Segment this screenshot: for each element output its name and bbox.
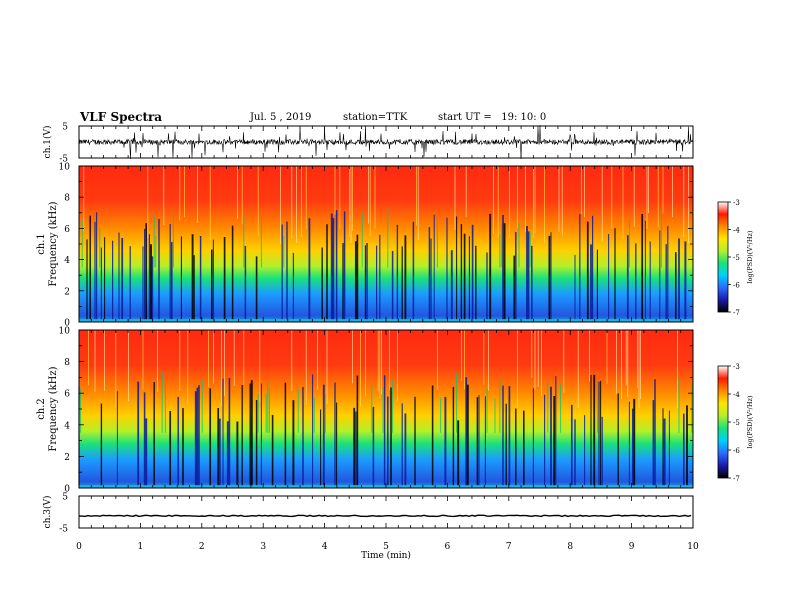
y-tick-label: 2 [64,453,70,463]
colorbar-tick-label: -5 [733,254,740,262]
colorbar-tick-label: -6 [733,447,740,455]
colorbar: -3 -4 -5 -6 -7 log(PSD)(V²/Hz) [717,363,754,483]
y-tick-label: 6 [64,390,70,400]
x-tick-label: 7 [506,542,512,552]
ch1-spectrogram-panel-axes [78,165,694,323]
ch2-spectrogram-panel: 0 2 4 6 8 10 ch.2Frequency (kHz) -3 -4 -5 -6 -7 log(… [36,327,754,495]
colorbar-tick-label: -3 [733,363,740,371]
x-tick-label: 2 [199,542,205,552]
y-tick-label: 4 [64,256,70,266]
colorbar: -3 -4 -5 -6 -7 log(PSD)(V²/Hz) [717,199,754,317]
x-tick-label: 1 [138,542,144,552]
y-tick-label: 8 [64,194,70,204]
x-tick-label: 10 [687,542,699,552]
x-tick-label: 4 [322,542,328,552]
colorbar-scale [717,201,729,313]
colorbar-label: log(PSD)(V²/Hz) [746,395,754,448]
spectrogram-ylabel: ch.2Frequency (kHz) [36,366,59,451]
x-tick-label: 6 [445,542,451,552]
y-tick-label: 4 [64,421,70,431]
y-tick-label: 0 [64,485,70,495]
colorbar-tick-label: -3 [733,199,740,207]
y-tick-label: -5 [59,525,68,535]
time-axis: 0 1 2 3 4 5 6 7 8 9 10 Time (min) [76,542,699,561]
waveform-trace [78,124,694,160]
station-label: station=TTK [343,112,408,123]
colorbar-tick-label: -7 [733,309,740,317]
colorbar-tick-label: -5 [733,419,740,427]
waveform-ylabel: ch.3(V) [42,496,53,529]
x-tick-label: 8 [567,542,573,552]
waveform-trace [79,514,692,518]
y-tick-label: 10 [59,163,71,173]
colorbar-scale [717,365,729,479]
ylabel-line: ch.1 [36,233,47,255]
y-tick-label: -5 [59,155,68,165]
y-tick-label: 5 [62,493,68,503]
colorbar-tick-label: -6 [733,282,740,290]
figure-title: VLF Spectra [80,110,163,124]
ylabel-line: ch.2 [36,398,47,420]
x-axis-label: Time (min) [361,550,411,561]
waveform-ylabel: ch.1(V) [42,126,53,159]
spectrogram-ylabel: ch.1Frequency (kHz) [36,201,59,286]
ylabel-line: Frequency (kHz) [48,201,59,286]
x-tick-label: 5 [383,542,389,552]
start-ut-label: start UT = 19: 10: 0 [438,112,547,123]
date-label: Jul. 5 , 2019 [250,112,312,123]
y-tick-label: 10 [59,327,71,337]
colorbar-label: log(PSD)(V²/Hz) [746,230,754,283]
ch2-spectrogram-panel-axes [78,329,694,489]
y-tick-label: 5 [62,123,68,133]
y-tick-label: 6 [64,225,70,235]
colorbar-tick-label: -4 [733,227,740,235]
ch1-spectrogram-panel: 0 2 4 6 8 10 ch.1Frequency (kHz) -3 -4 -5 -6 -7 log(… [36,163,754,329]
y-tick-label: 0 [64,319,70,329]
y-tick-label: 2 [64,287,70,297]
ylabel-line: Frequency (kHz) [48,366,59,451]
colorbar-tick-label: -7 [733,475,740,483]
x-tick-label: 9 [629,542,635,552]
colorbar-tick-label: -4 [733,391,740,399]
x-tick-label: 3 [260,542,266,552]
ch1-waveform-panel-axes [78,125,694,159]
x-tick-label: 0 [76,542,82,552]
ch3-waveform-panel-axes [78,495,694,529]
y-tick-label: 8 [64,358,70,368]
